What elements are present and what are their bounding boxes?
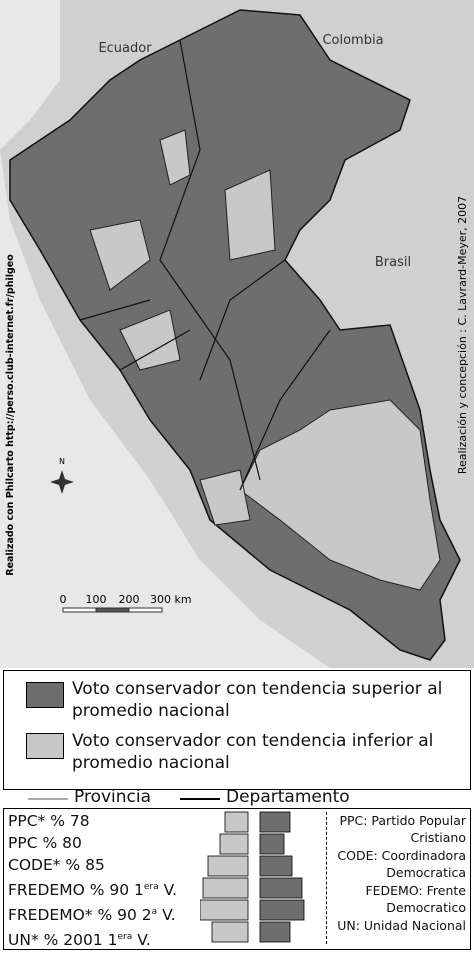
abbreviation: FEDEMO: Frente Democratico <box>365 883 466 915</box>
department-line <box>180 798 220 800</box>
line-label: Departamento <box>226 787 350 807</box>
divider <box>326 812 327 944</box>
scale-label: 200 <box>119 593 140 606</box>
legend-item: Voto conservador con tendencia superior … <box>72 679 443 721</box>
election-sup: a <box>151 907 158 918</box>
election-text: CODE* % 85 <box>8 856 105 874</box>
election-text: PPC* % 78 <box>8 812 90 830</box>
scale-label: 300 km <box>150 593 192 606</box>
election-text: FREDEMO % 90 1 <box>8 881 144 900</box>
province-line <box>28 798 68 800</box>
bars <box>200 811 305 943</box>
election-suffix: V. <box>157 906 176 925</box>
department-border <box>79 39 331 491</box>
country-label: Brasil <box>375 255 411 270</box>
abbreviations: PPC: Partido Popular Cristiano CODE: Coor… <box>332 812 466 935</box>
election-sup: era <box>143 882 159 892</box>
north-arrow <box>50 470 74 494</box>
election-row: PPC % 80 <box>8 832 177 854</box>
country-label: Colombia <box>322 33 383 48</box>
legend-item: Voto conservador con tendencia inferior … <box>72 731 434 773</box>
abbreviation: PPC: Partido Popular Cristiano <box>339 813 466 845</box>
election-row: FREDEMO % 90 1era V. <box>8 876 177 901</box>
election-sup: era <box>117 932 133 943</box>
swatch-light <box>26 733 64 759</box>
election-text: UN* % 2001 1 <box>8 931 118 950</box>
election-text: FREDEMO* % 90 2 <box>8 906 152 925</box>
credit: Realizado con Philcarto http://perso.clu… <box>5 254 16 576</box>
credit: Realización y concepción : C. Lavrard-Me… <box>456 196 469 474</box>
election-suffix: V. <box>132 931 151 950</box>
map: N Ecuador Colombia Brasil Realización y … <box>0 0 474 668</box>
election-row: FREDEMO* % 90 2a V. <box>8 901 177 926</box>
country-label: Ecuador <box>98 41 152 56</box>
scale-bar <box>62 607 163 613</box>
region-light <box>239 399 441 591</box>
abbreviation: UN: Unidad Nacional <box>337 918 466 933</box>
election-row: UN* % 2001 1era V. <box>8 926 177 951</box>
swatch-dark <box>26 682 64 708</box>
election-suffix: V. <box>158 881 178 900</box>
legend-box <box>3 670 471 790</box>
region-light <box>89 129 276 526</box>
election-row: CODE* % 85 <box>8 854 177 876</box>
election-rows: PPC* % 78 PPC % 80 CODE* % 85 FREDEMO % 90 … <box>8 810 177 951</box>
scale-label: 100 <box>86 593 107 606</box>
north-label: N <box>59 457 65 466</box>
scale-label: 0 <box>60 593 67 606</box>
election-text: PPC % 80 <box>8 834 82 852</box>
elections-box <box>3 808 471 950</box>
election-row: PPC* % 78 <box>8 810 177 832</box>
line-label: Provincia <box>74 787 152 807</box>
abbreviation: CODE: Coordinadora Democratica <box>337 848 466 880</box>
